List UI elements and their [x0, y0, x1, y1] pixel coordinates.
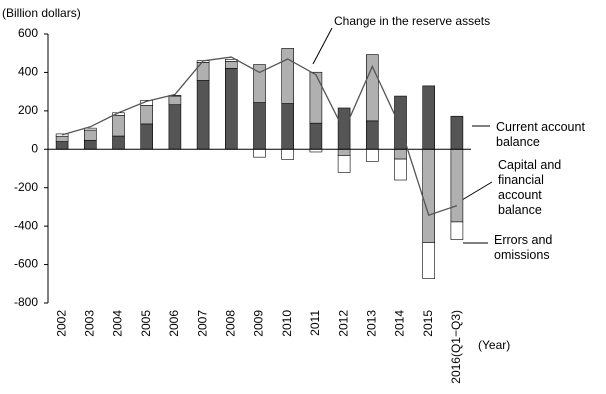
bar [422, 242, 436, 279]
annotation: Change in the reserve assets [334, 14, 490, 28]
bar [422, 148, 436, 243]
bar [253, 102, 266, 150]
bar [55, 135, 69, 142]
bar [365, 54, 379, 122]
bar [337, 155, 351, 173]
bar [225, 60, 238, 69]
bar [140, 104, 153, 125]
legend-label: Capital and financial account balance [498, 158, 562, 217]
bar [196, 80, 210, 150]
bar [112, 135, 125, 150]
x-axis-label: (Year) [478, 338, 510, 352]
y-tick-label: 200 [18, 103, 38, 117]
bar [337, 148, 351, 156]
bar [394, 148, 407, 160]
bar [281, 48, 295, 104]
bar [337, 107, 351, 150]
bar [253, 64, 266, 103]
bar [394, 158, 407, 181]
bar [422, 85, 436, 150]
x-tick-label: 2011 [308, 310, 322, 336]
y-tick-label: -200 [14, 180, 38, 194]
x-tick-label: 2008 [223, 310, 237, 337]
bar [450, 148, 464, 223]
bar [450, 221, 464, 240]
x-tick-label: 2006 [167, 310, 181, 337]
bar [281, 148, 295, 160]
bar [55, 141, 69, 150]
y-tick-label: 400 [18, 65, 38, 79]
x-tick-label: 2002 [54, 310, 68, 337]
bar [84, 140, 97, 150]
bar [84, 129, 97, 141]
y-tick-label: -600 [14, 257, 38, 271]
y-tick-label: 0 [31, 141, 38, 155]
legend-arrow [461, 181, 493, 201]
bar [140, 99, 153, 106]
bar [365, 148, 379, 162]
bar [225, 68, 238, 150]
x-tick-label: 2016(Q1−Q3) [449, 310, 463, 384]
y-tick-label: 600 [18, 26, 38, 40]
bar [450, 115, 464, 150]
x-tick-label: 2015 [421, 310, 435, 337]
bar [112, 114, 125, 137]
y-axis-label: (Billion dollars) [2, 6, 81, 20]
x-tick-label: 2004 [111, 310, 125, 337]
bar [253, 148, 266, 158]
bar [55, 133, 69, 137]
x-tick-label: 2007 [195, 310, 209, 337]
annotation-arrow [312, 27, 333, 65]
y-tick-label: -400 [14, 218, 38, 232]
bar [281, 103, 295, 150]
x-tick-label: 2003 [82, 310, 96, 337]
legend-label: Current account balance [496, 120, 585, 149]
x-tick-label: 2009 [252, 310, 266, 337]
bar [140, 123, 153, 150]
line [61, 56, 458, 217]
x-tick-label: 2010 [280, 310, 294, 337]
y-tick-label: -800 [14, 295, 38, 309]
bar [309, 71, 323, 124]
x-tick-label: 2014 [393, 310, 407, 337]
x-tick-label: 2012 [336, 310, 350, 337]
bar [365, 120, 379, 150]
bar [168, 95, 182, 106]
x-tick-label: 2013 [364, 310, 378, 337]
bar [168, 104, 182, 150]
legend-label: Errors and omissions [494, 233, 553, 262]
bar [309, 122, 323, 150]
x-tick-label: 2005 [139, 310, 153, 337]
